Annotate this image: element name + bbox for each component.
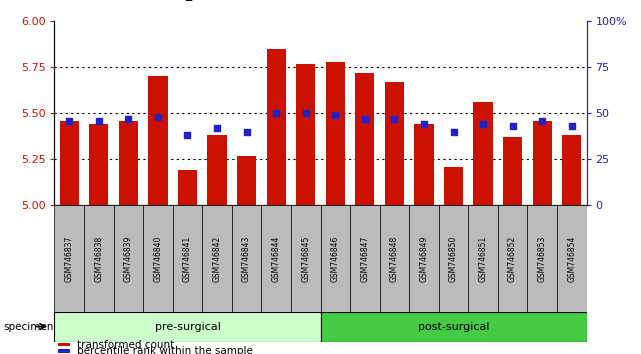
- Bar: [379, 205, 409, 312]
- Bar: [350, 205, 379, 312]
- Bar: [84, 205, 113, 312]
- Bar: [237, 156, 256, 205]
- Text: pre-surgical: pre-surgical: [154, 321, 221, 332]
- Bar: [320, 205, 350, 312]
- Text: GSM746851: GSM746851: [479, 235, 488, 281]
- Bar: [503, 137, 522, 205]
- Text: GSM746838: GSM746838: [94, 235, 103, 281]
- Text: GSM746847: GSM746847: [360, 235, 369, 282]
- Point: [448, 129, 458, 135]
- Text: GSM746845: GSM746845: [301, 235, 310, 282]
- Bar: [54, 205, 84, 312]
- Bar: [438, 205, 469, 312]
- Bar: [409, 205, 438, 312]
- Point: [212, 125, 222, 131]
- Bar: [148, 76, 167, 205]
- Bar: [113, 205, 143, 312]
- Bar: [172, 205, 203, 312]
- Text: GSM746853: GSM746853: [538, 235, 547, 282]
- Bar: [296, 64, 315, 205]
- Point: [123, 116, 133, 122]
- Text: GSM746843: GSM746843: [242, 235, 251, 282]
- Text: percentile rank within the sample: percentile rank within the sample: [77, 346, 253, 354]
- Bar: [557, 205, 587, 312]
- Point: [301, 110, 311, 116]
- Text: GSM746837: GSM746837: [65, 235, 74, 282]
- Bar: [474, 102, 493, 205]
- Text: specimen: specimen: [3, 321, 54, 332]
- Text: GSM746852: GSM746852: [508, 235, 517, 281]
- Text: GSM746848: GSM746848: [390, 235, 399, 281]
- Text: post-surgical: post-surgical: [418, 321, 489, 332]
- Point: [567, 123, 577, 129]
- Text: GSM746854: GSM746854: [567, 235, 576, 282]
- Point: [64, 118, 74, 124]
- Bar: [385, 82, 404, 205]
- Bar: [469, 205, 498, 312]
- Bar: [444, 167, 463, 205]
- Bar: [498, 205, 528, 312]
- Bar: [528, 205, 557, 312]
- Bar: [203, 205, 232, 312]
- Point: [478, 121, 488, 127]
- Point: [330, 112, 340, 118]
- Point: [271, 110, 281, 116]
- Bar: [414, 124, 433, 205]
- Text: GSM746840: GSM746840: [153, 235, 162, 282]
- Bar: [89, 124, 108, 205]
- Bar: [267, 49, 286, 205]
- Point: [242, 129, 252, 135]
- Point: [389, 116, 399, 122]
- Text: GSM746849: GSM746849: [419, 235, 428, 282]
- Bar: [60, 121, 79, 205]
- Text: GSM746844: GSM746844: [272, 235, 281, 282]
- Point: [537, 118, 547, 124]
- Bar: [355, 73, 374, 205]
- Text: GSM746842: GSM746842: [213, 235, 222, 281]
- Point: [153, 114, 163, 120]
- Text: GSM746850: GSM746850: [449, 235, 458, 282]
- Bar: [178, 170, 197, 205]
- Bar: [262, 205, 291, 312]
- Bar: [562, 135, 581, 205]
- Point: [419, 121, 429, 127]
- Bar: [58, 343, 71, 346]
- Text: GSM746846: GSM746846: [331, 235, 340, 282]
- Point: [183, 132, 193, 138]
- Point: [360, 116, 370, 122]
- Text: transformed count: transformed count: [77, 339, 174, 350]
- Bar: [533, 121, 552, 205]
- Point: [94, 118, 104, 124]
- Bar: [54, 312, 320, 342]
- Bar: [143, 205, 172, 312]
- Bar: [291, 205, 320, 312]
- Text: GSM746841: GSM746841: [183, 235, 192, 281]
- Bar: [232, 205, 262, 312]
- Bar: [326, 62, 345, 205]
- Bar: [58, 349, 71, 353]
- Bar: [208, 135, 227, 205]
- Point: [508, 123, 518, 129]
- Bar: [320, 312, 587, 342]
- Bar: [119, 121, 138, 205]
- Text: GSM746839: GSM746839: [124, 235, 133, 282]
